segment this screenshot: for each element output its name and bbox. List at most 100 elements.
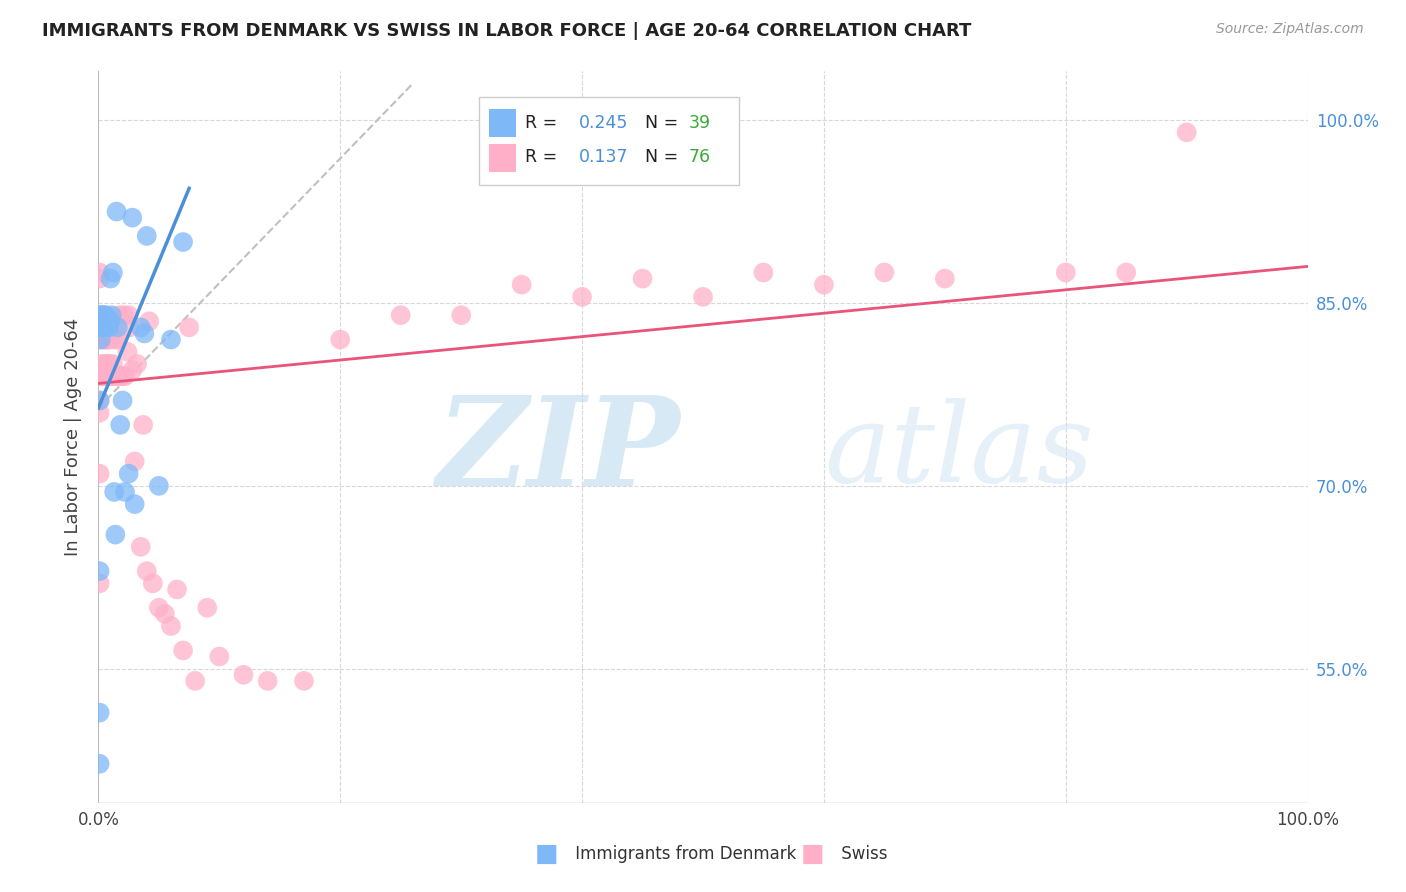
Point — [160, 619, 183, 633]
Point — [232, 667, 254, 681]
Text: atlas: atlas — [824, 398, 1094, 506]
Point — [96, 357, 118, 371]
Point — [389, 308, 412, 322]
Point — [90, 314, 112, 328]
Point — [752, 265, 775, 279]
Point — [89, 756, 111, 771]
Point — [107, 333, 129, 347]
Text: ■: ■ — [534, 842, 558, 866]
Point — [91, 320, 114, 334]
Point — [105, 204, 128, 219]
Point — [135, 564, 157, 578]
Point — [89, 308, 111, 322]
Point — [105, 369, 128, 384]
Point — [114, 369, 136, 384]
Point — [111, 369, 134, 384]
Point — [117, 344, 139, 359]
Point — [135, 228, 157, 243]
Point — [107, 320, 129, 334]
Point — [148, 479, 170, 493]
Point — [873, 265, 896, 279]
Point — [121, 363, 143, 377]
Point — [510, 277, 533, 292]
Point — [118, 308, 141, 322]
Text: R =: R = — [526, 148, 562, 166]
Point — [101, 265, 124, 279]
Point — [91, 308, 114, 322]
Point — [104, 333, 127, 347]
Point — [89, 320, 111, 334]
Point — [90, 369, 112, 384]
Point — [91, 369, 114, 384]
Point — [90, 320, 112, 334]
Point — [124, 454, 146, 468]
Point — [129, 540, 152, 554]
Point — [100, 314, 122, 328]
Point — [96, 333, 118, 347]
Point — [172, 643, 194, 657]
Point — [692, 290, 714, 304]
Point — [108, 308, 131, 322]
Point — [1054, 265, 1077, 279]
Point — [91, 320, 114, 334]
Point — [98, 357, 121, 371]
Point — [1175, 125, 1198, 139]
Point — [631, 271, 654, 285]
Point — [329, 333, 352, 347]
Text: IMMIGRANTS FROM DENMARK VS SWISS IN LABOR FORCE | AGE 20-64 CORRELATION CHART: IMMIGRANTS FROM DENMARK VS SWISS IN LABO… — [42, 22, 972, 40]
Point — [91, 333, 114, 347]
Point — [114, 485, 136, 500]
Point — [89, 706, 111, 720]
Point — [97, 333, 120, 347]
Point — [132, 417, 155, 432]
FancyBboxPatch shape — [479, 97, 740, 185]
Point — [94, 308, 117, 322]
Point — [129, 320, 152, 334]
Point — [292, 673, 315, 688]
Point — [100, 308, 122, 322]
Point — [104, 527, 127, 541]
Point — [179, 320, 201, 334]
Text: 0.245: 0.245 — [578, 113, 628, 131]
Text: Immigrants from Denmark: Immigrants from Denmark — [569, 845, 796, 863]
Text: ZIP: ZIP — [436, 391, 679, 513]
Point — [112, 308, 135, 322]
Bar — [489, 144, 516, 171]
Bar — [489, 110, 516, 137]
Point — [153, 607, 176, 621]
Point — [103, 485, 125, 500]
Point — [195, 600, 218, 615]
Point — [93, 308, 115, 322]
Text: N =: N = — [634, 113, 683, 131]
Point — [184, 673, 207, 688]
Point — [94, 320, 117, 334]
Text: R =: R = — [526, 113, 562, 131]
Point — [934, 271, 956, 285]
Point — [97, 314, 120, 328]
Point — [91, 314, 114, 328]
Text: 76: 76 — [689, 148, 710, 166]
Point — [121, 211, 143, 225]
Point — [91, 357, 114, 371]
Point — [127, 357, 149, 371]
Point — [89, 576, 111, 591]
Point — [138, 314, 160, 328]
Point — [450, 308, 472, 322]
Point — [118, 320, 141, 334]
Point — [89, 265, 111, 279]
Point — [100, 271, 122, 285]
Point — [98, 369, 121, 384]
Point — [91, 314, 114, 328]
Y-axis label: In Labor Force | Age 20-64: In Labor Force | Age 20-64 — [65, 318, 83, 557]
Point — [93, 333, 115, 347]
Point — [111, 393, 134, 408]
Text: ■: ■ — [800, 842, 824, 866]
Point — [100, 369, 122, 384]
Text: Swiss: Swiss — [837, 845, 887, 863]
Point — [166, 582, 188, 597]
Text: N =: N = — [634, 148, 683, 166]
Text: 39: 39 — [689, 113, 710, 131]
Point — [813, 277, 835, 292]
Point — [89, 393, 111, 408]
Point — [256, 673, 278, 688]
